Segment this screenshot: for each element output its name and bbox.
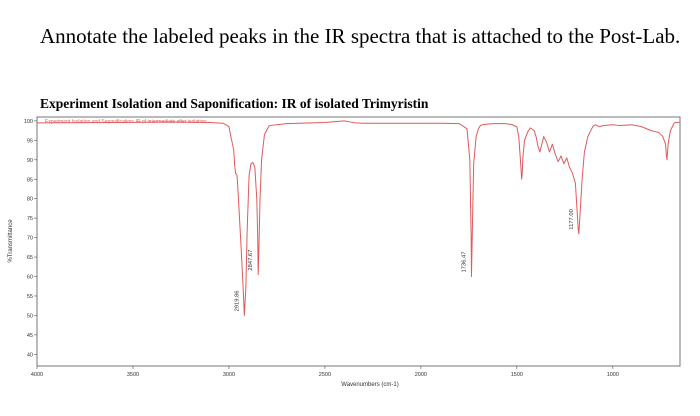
y-axis-label: %Transmittance bbox=[8, 219, 14, 263]
annotations-layer: 2919.86 2847.67 1736.47 1177.00 bbox=[234, 209, 575, 311]
peak-label: 1736.47 bbox=[461, 252, 467, 273]
x-tick-label: 4000 bbox=[31, 372, 43, 378]
legend-entry: Experiment Isolation and Saponification:… bbox=[45, 119, 206, 125]
y-tick-label: 80 bbox=[27, 197, 33, 203]
y-tick-label: 65 bbox=[27, 255, 33, 261]
peak-label: 2847.67 bbox=[248, 250, 254, 271]
x-tick-label: 1500 bbox=[511, 372, 523, 378]
y-tick-label: 90 bbox=[27, 158, 33, 164]
peak-label: 1177.00 bbox=[569, 209, 575, 230]
x-tick-label: 2000 bbox=[415, 372, 427, 378]
instruction-text: Annotate the labeled peaks in the IR spe… bbox=[40, 24, 681, 48]
y-tick-label: 60 bbox=[27, 275, 33, 281]
x-tick-label: 3000 bbox=[223, 372, 235, 378]
chart-title: Experiment Isolation and Saponification:… bbox=[40, 96, 429, 111]
x-tick-label: 1000 bbox=[607, 372, 619, 378]
y-tick-label: 45 bbox=[27, 333, 33, 339]
y-tick-label: 100 bbox=[24, 119, 33, 125]
x-tick-label: 3500 bbox=[127, 372, 139, 378]
x-tick-label: 2500 bbox=[319, 372, 331, 378]
x-axis-label: Wavenumbers (cm-1) bbox=[341, 382, 398, 388]
y-tick-label: 50 bbox=[27, 313, 33, 319]
y-tick-label: 95 bbox=[27, 138, 33, 144]
y-tick-label: 85 bbox=[27, 177, 33, 183]
y-tick-label: 75 bbox=[27, 216, 33, 222]
spectrum-line bbox=[36, 120, 681, 316]
y-tick-label: 55 bbox=[27, 294, 33, 300]
plot-frame bbox=[36, 116, 681, 367]
peak-label: 2919.86 bbox=[234, 290, 240, 311]
y-tick-label: 40 bbox=[27, 352, 33, 358]
y-tick-label: 70 bbox=[27, 236, 33, 242]
ticks-layer: 4000 3500 3000 2500 2000 1500 1000 100 95 90 85 80 7… bbox=[24, 119, 619, 378]
